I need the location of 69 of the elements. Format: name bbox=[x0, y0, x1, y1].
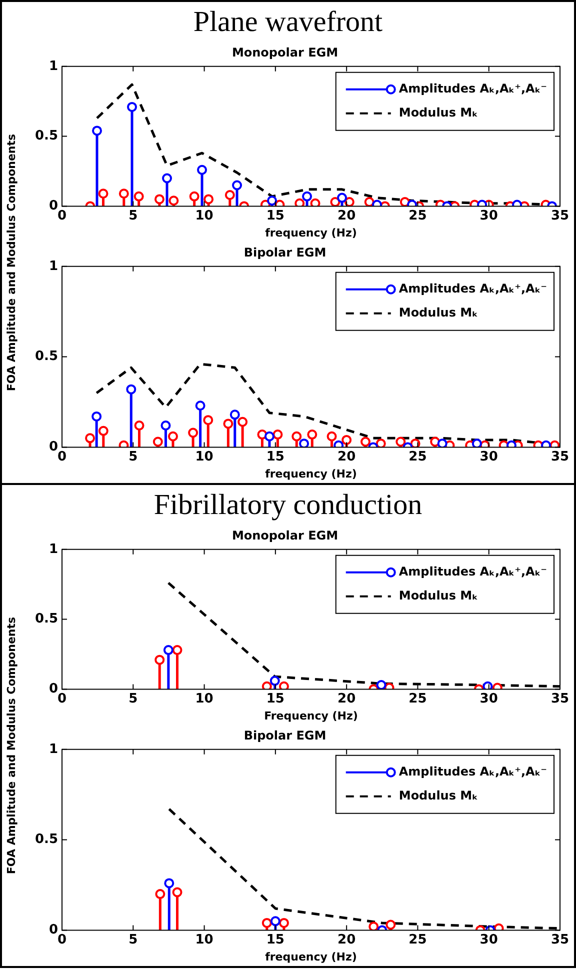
point bbox=[494, 923, 504, 930]
x-tick-label: 15 bbox=[266, 691, 284, 706]
x-tick-label: 20 bbox=[338, 932, 356, 948]
x-tick-label: 35 bbox=[550, 691, 570, 706]
x-tick-label: 20 bbox=[338, 449, 356, 464]
x-axis-title: frequency (Hz) bbox=[265, 226, 357, 240]
y-tick-label: 0 bbox=[48, 440, 58, 455]
x-tick-label: 10 bbox=[195, 208, 214, 224]
legend-label: Amplitudes Aₖ,Aₖ⁺,Aₖ⁻ bbox=[398, 564, 547, 579]
legend-label: Amplitudes Aₖ,Aₖ⁺,Aₖ⁻ bbox=[398, 764, 547, 779]
legend-label: Amplitudes Aₖ,Aₖ⁺,Aₖ⁻ bbox=[398, 82, 547, 96]
chart-title: Fibrillatory conduction bbox=[152, 488, 424, 523]
x-axis-title: frequency (Hz) bbox=[265, 950, 357, 964]
y-tick-label: 1 bbox=[48, 742, 58, 757]
y-tick-label: 1 bbox=[48, 258, 58, 274]
x-tick-label: 5 bbox=[128, 932, 138, 948]
y-tick-label: 0.5 bbox=[34, 832, 58, 848]
x-tick-label: 10 bbox=[195, 932, 214, 948]
y-tick-label: 0 bbox=[48, 682, 58, 697]
legend-label: Modulus Mₖ bbox=[398, 588, 478, 603]
y-axis-title: FOA Amplitude and Modulus Components bbox=[6, 616, 18, 874]
x-tick-label: 15 bbox=[266, 449, 284, 464]
x-tick-label: 30 bbox=[480, 932, 498, 948]
x-axis-title: frequency (Hz) bbox=[265, 467, 357, 480]
legend-label: Modulus Mₖ bbox=[398, 106, 478, 120]
x-tick-label: 30 bbox=[480, 449, 498, 464]
chart-title: Bipolar EGM bbox=[244, 245, 326, 260]
x-tick-label: 15 bbox=[266, 208, 284, 224]
chart-title: Plane wavefront bbox=[192, 5, 384, 40]
y-tick-label: 0.5 bbox=[34, 128, 58, 144]
point bbox=[262, 918, 272, 928]
x-tick-label: 5 bbox=[128, 691, 138, 706]
x-axis-title: Frequency (Hz) bbox=[264, 709, 358, 722]
x-tick-label: 25 bbox=[408, 449, 427, 464]
y-tick-label: 1 bbox=[48, 542, 58, 557]
legend-label: Modulus Mₖ bbox=[398, 306, 478, 320]
chart-title: Bipolar EGM bbox=[244, 728, 326, 742]
chart-subtitle: Monopolar EGM bbox=[232, 528, 338, 542]
x-tick-label: 30 bbox=[480, 208, 498, 224]
x-tick-label: 35 bbox=[550, 208, 570, 224]
x-tick-label: 15 bbox=[266, 932, 284, 948]
x-tick-label: 5 bbox=[128, 208, 138, 224]
y-tick-label: 0.5 bbox=[34, 349, 58, 364]
x-tick-label: 25 bbox=[408, 691, 427, 706]
x-tick-label: 30 bbox=[480, 691, 498, 706]
x-tick-label: 10 bbox=[195, 449, 214, 464]
x-tick-label: 35 bbox=[550, 449, 570, 464]
chart-subtitle: Monopolar EGM bbox=[232, 45, 338, 60]
y-tick-label: 0.5 bbox=[34, 612, 58, 627]
legend-label: Modulus Mₖ bbox=[398, 788, 478, 803]
y-tick-label: 1 bbox=[48, 58, 58, 74]
x-tick-label: 25 bbox=[408, 932, 427, 948]
y-axis-title: FOA Amplitude and Modulus Components bbox=[6, 133, 18, 391]
y-tick-label: 0 bbox=[48, 922, 58, 938]
point bbox=[386, 920, 396, 930]
x-tick-label: 25 bbox=[408, 208, 427, 224]
point bbox=[164, 878, 174, 888]
x-tick-label: 20 bbox=[338, 208, 356, 224]
point bbox=[270, 916, 280, 926]
point bbox=[278, 918, 289, 928]
x-tick-label: 10 bbox=[195, 691, 214, 706]
point bbox=[172, 887, 182, 898]
x-tick-label: 20 bbox=[338, 691, 356, 706]
legend-label: Amplitudes Aₖ,Aₖ⁺,Aₖ⁻ bbox=[398, 282, 547, 296]
point bbox=[155, 889, 166, 900]
y-tick-label: 0 bbox=[48, 198, 58, 214]
x-tick-label: 5 bbox=[128, 449, 138, 464]
point bbox=[368, 922, 379, 930]
x-tick-label: 35 bbox=[550, 932, 570, 948]
